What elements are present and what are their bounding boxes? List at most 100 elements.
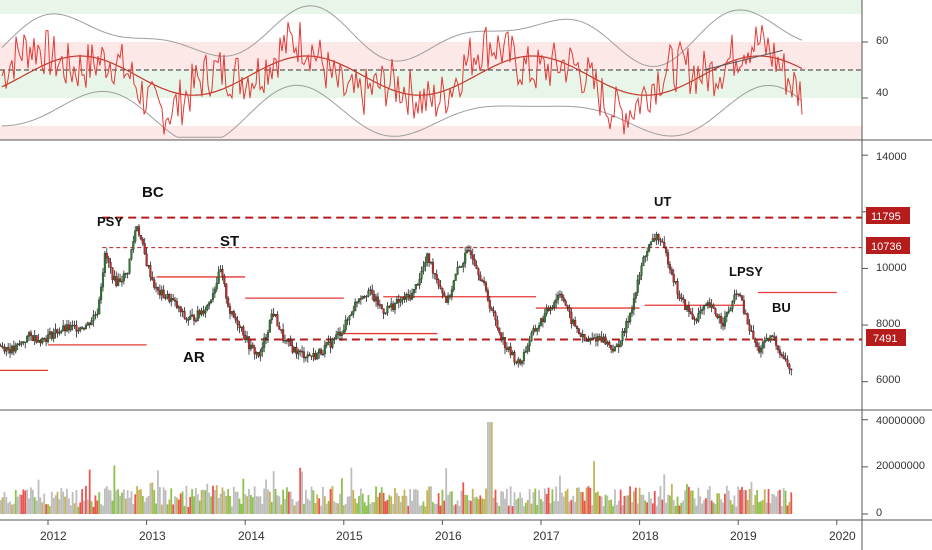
volume-bar bbox=[703, 499, 705, 514]
candle-body bbox=[145, 253, 148, 267]
candle-body bbox=[384, 312, 387, 315]
candle-body bbox=[450, 289, 453, 297]
volume-bar bbox=[119, 495, 121, 514]
candle-body bbox=[545, 308, 548, 314]
candle-body bbox=[441, 288, 444, 294]
candle-body bbox=[295, 347, 298, 355]
volume-bar bbox=[310, 486, 313, 514]
candle-body bbox=[48, 331, 51, 335]
volume-bar bbox=[479, 495, 482, 514]
volume-bar bbox=[549, 503, 552, 514]
candle-body bbox=[395, 299, 398, 304]
candle-body bbox=[731, 301, 734, 309]
candle-body bbox=[227, 298, 230, 307]
volume-bar bbox=[657, 496, 660, 514]
level-label-10736: 10736 bbox=[871, 241, 902, 253]
candle-body bbox=[530, 332, 533, 342]
volume-bar bbox=[350, 467, 353, 514]
candle-body bbox=[630, 309, 634, 314]
candle-body bbox=[412, 288, 416, 294]
volume-bar bbox=[333, 501, 336, 514]
volume-bar bbox=[422, 501, 425, 514]
candle-body bbox=[181, 310, 184, 313]
volume-bar bbox=[496, 502, 499, 514]
volume-bar bbox=[428, 486, 431, 514]
candle-body bbox=[780, 354, 783, 356]
candle-body bbox=[496, 319, 499, 329]
candle-body bbox=[397, 299, 400, 303]
candle-body bbox=[699, 310, 702, 314]
volume-bar bbox=[33, 497, 36, 514]
candle-body bbox=[486, 290, 489, 301]
volume-tick-20m: 20000000 bbox=[876, 460, 925, 472]
candle-body bbox=[568, 307, 571, 313]
volume-bar bbox=[359, 488, 362, 514]
candle-body bbox=[572, 319, 575, 324]
candle-body bbox=[591, 337, 594, 340]
candle-body bbox=[636, 279, 639, 293]
volume-bar bbox=[710, 500, 713, 514]
volume-bar bbox=[267, 489, 269, 514]
candle-body bbox=[18, 343, 21, 346]
candle-body bbox=[712, 304, 715, 309]
volume-bar bbox=[52, 497, 55, 514]
volume-bar bbox=[600, 496, 603, 514]
candle-body bbox=[378, 304, 381, 306]
candle-body bbox=[716, 313, 719, 318]
volume-bar bbox=[231, 506, 233, 514]
candle-body bbox=[627, 321, 630, 323]
candle-body bbox=[251, 344, 254, 348]
volume-bar bbox=[202, 489, 205, 514]
volume-bar bbox=[631, 502, 633, 514]
candle-body bbox=[615, 344, 618, 347]
volume-bar bbox=[111, 500, 114, 514]
candle-body bbox=[359, 298, 362, 300]
candle-body bbox=[773, 336, 776, 338]
candle-body bbox=[200, 310, 203, 315]
volume-bar bbox=[555, 486, 558, 514]
candle-body bbox=[270, 313, 273, 321]
candle-body bbox=[547, 308, 550, 312]
volume-bar bbox=[244, 493, 247, 514]
volume-bar bbox=[107, 489, 110, 514]
volume-bar bbox=[221, 487, 224, 514]
candle-body bbox=[776, 345, 780, 350]
volume-bar bbox=[411, 500, 413, 514]
candle-body bbox=[767, 337, 770, 341]
volume-bar bbox=[287, 491, 290, 514]
volume-bar bbox=[655, 505, 658, 514]
volume-bar bbox=[354, 498, 357, 514]
candle-body bbox=[581, 333, 584, 337]
candle-body bbox=[119, 278, 122, 282]
candle-body bbox=[693, 318, 696, 320]
volume-bar bbox=[498, 505, 501, 514]
candle-body bbox=[189, 315, 192, 320]
volume-bar bbox=[720, 499, 723, 514]
candle-body bbox=[242, 326, 245, 336]
candle-body bbox=[107, 258, 110, 263]
volume-bar bbox=[403, 489, 406, 514]
candle-body bbox=[507, 346, 510, 350]
candle-body bbox=[570, 311, 573, 324]
candle-body bbox=[88, 322, 91, 326]
volume-bar bbox=[145, 497, 148, 514]
volume-bar bbox=[564, 491, 567, 514]
volume-bar bbox=[771, 493, 774, 514]
candle-body bbox=[7, 347, 10, 350]
volume-bar bbox=[595, 492, 597, 514]
volume-bar bbox=[92, 506, 95, 514]
candle-body bbox=[388, 305, 391, 308]
x-tick-2018: 2018 bbox=[632, 529, 659, 543]
candle-body bbox=[725, 312, 728, 317]
candle-body bbox=[420, 270, 423, 280]
volume-bar bbox=[153, 489, 156, 514]
volume-bar bbox=[339, 493, 341, 514]
volume-bar bbox=[612, 505, 614, 514]
candle-body bbox=[708, 302, 711, 308]
candle-body bbox=[526, 345, 529, 352]
candle-body bbox=[560, 293, 563, 298]
candle-body bbox=[452, 280, 455, 291]
volume-bar bbox=[659, 485, 662, 514]
volume-bar bbox=[282, 489, 285, 514]
